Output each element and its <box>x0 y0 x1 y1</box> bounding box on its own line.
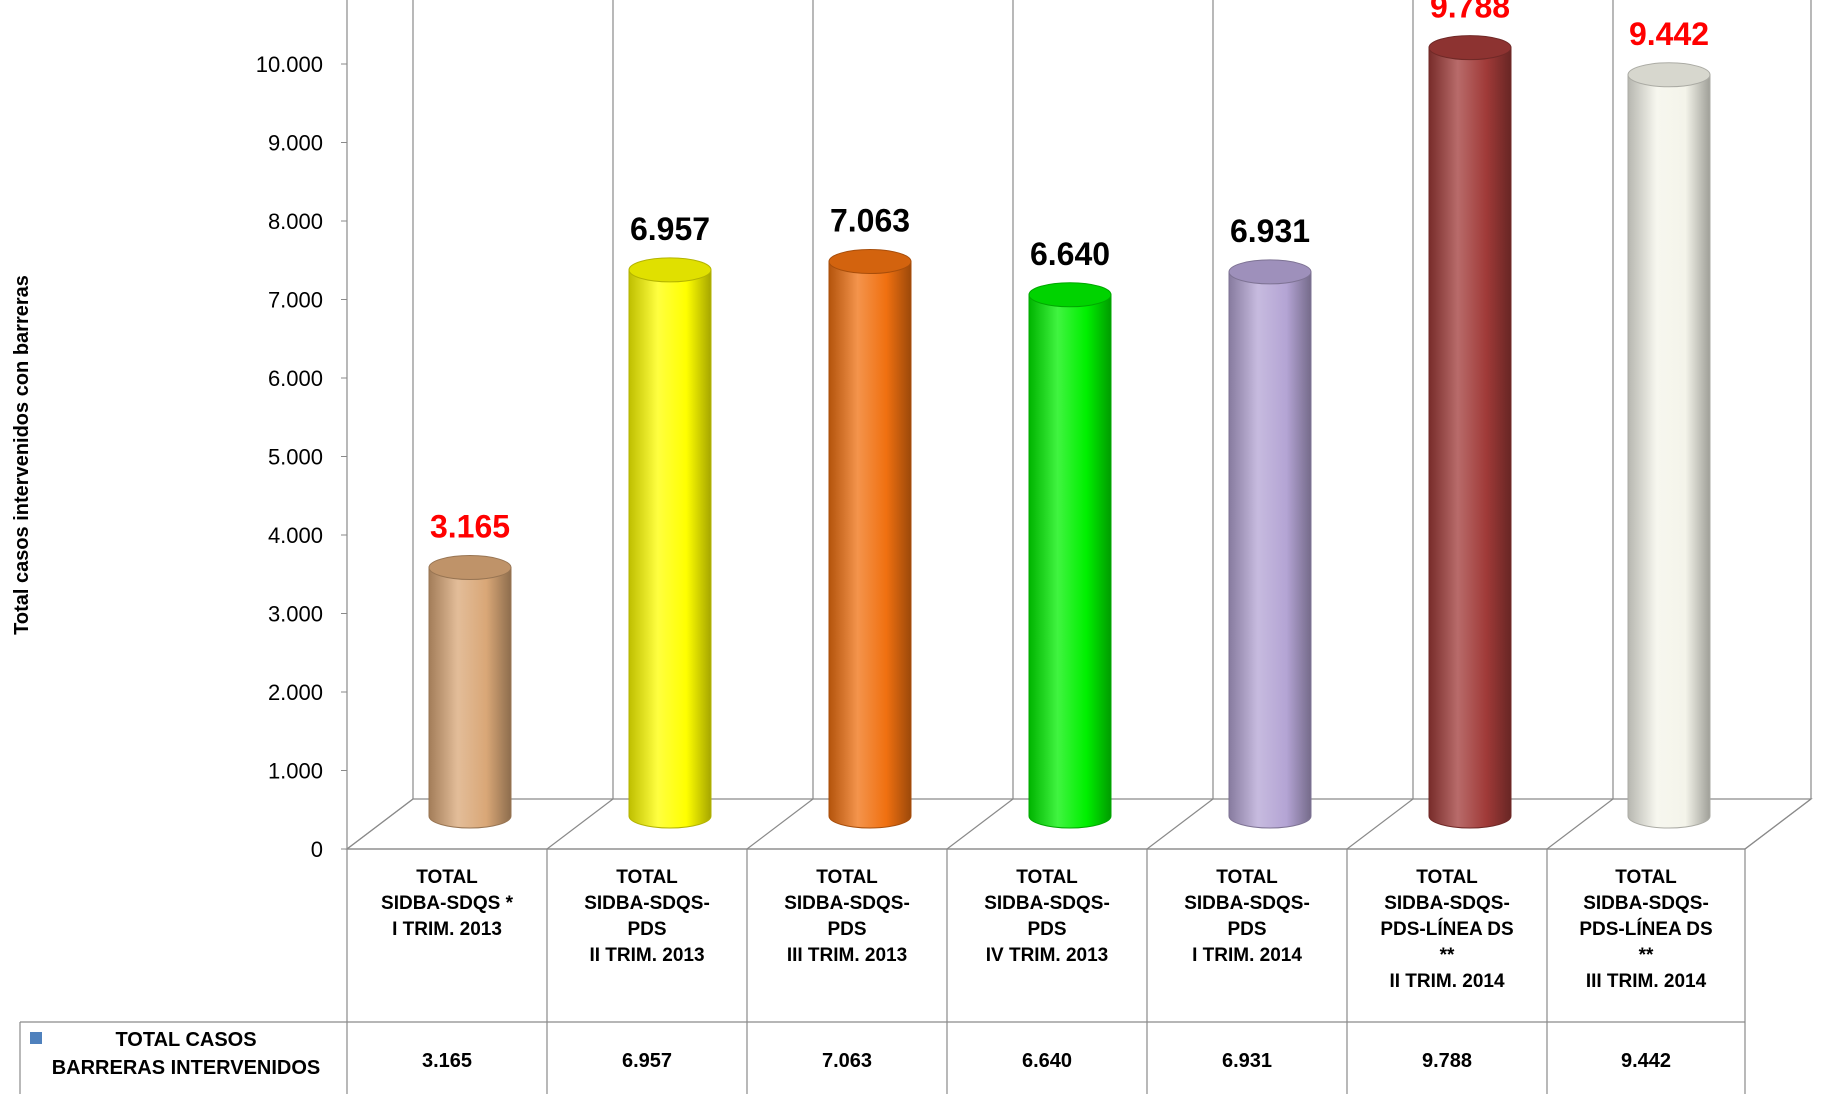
y-tick-label: 8.000 <box>268 209 323 234</box>
bar-top <box>628 257 712 283</box>
table-value: 6.957 <box>622 1050 672 1072</box>
data-label: 3.165 <box>430 509 510 545</box>
bars <box>428 35 1711 829</box>
y-tick-label: 4.000 <box>268 523 323 548</box>
bar-body <box>1228 271 1312 829</box>
data-label: 9.788 <box>1430 0 1510 25</box>
data-labels: 3.165 6.957 7.063 6.640 6.931 9.788 9.442 <box>430 0 1709 545</box>
floor-divider <box>746 798 814 850</box>
bar-body <box>1428 47 1512 829</box>
floor-divider <box>946 798 1014 850</box>
table-value: 9.442 <box>1621 1050 1671 1072</box>
table-value: 7.063 <box>822 1050 872 1072</box>
bar-body <box>428 567 512 829</box>
bar <box>1028 282 1112 829</box>
x-tick-label: TOTAL SIDBA-SDQS-PDS III TRIM. 2013 <box>784 867 910 966</box>
y-tick-label: 3.000 <box>268 602 323 627</box>
x-tick-label: TOTAL SIDBA-SDQS-PDS I TRIM. 2014 <box>1184 867 1310 966</box>
bar <box>428 555 512 829</box>
data-label: 7.063 <box>830 203 910 239</box>
data-label: 6.957 <box>630 211 710 247</box>
floor-divider <box>1546 798 1614 850</box>
bar-body <box>1627 74 1711 829</box>
table-value: 9.788 <box>1422 1050 1472 1072</box>
floor-divider <box>1346 798 1414 850</box>
y-axis-label: Total casos intervenidos con barreras <box>11 275 33 635</box>
bar-body <box>628 269 712 829</box>
table-value: 3.165 <box>422 1050 472 1072</box>
y-tick-label: 6.000 <box>268 366 323 391</box>
data-label: 6.640 <box>1030 236 1110 272</box>
table-value: 6.640 <box>1022 1050 1072 1072</box>
bar-top <box>428 555 512 581</box>
bar <box>1627 62 1711 829</box>
bar-top <box>1428 35 1512 61</box>
chart-walls <box>345 0 1813 850</box>
data-label: 6.931 <box>1230 213 1310 249</box>
legend-label: TOTAL CASOS BARRERAS INTERVENIDOS <box>52 1029 321 1079</box>
x-tick-label: TOTAL SIDBA-SDQS-PDS-LÍNEA DS ** II TRIM. 2… <box>1380 867 1513 992</box>
floor-divider <box>546 798 614 850</box>
y-tick-label: 9.000 <box>268 131 323 156</box>
bar <box>828 249 912 829</box>
x-tick-label: TOTAL SIDBA-SDQS * I TRIM. 2013 <box>381 867 514 940</box>
y-tick-label: 7.000 <box>268 288 323 313</box>
y-tick-label: 10.000 <box>256 52 323 77</box>
data-label: 9.442 <box>1629 16 1709 52</box>
y-axis-ticks: 0 1.000 2.000 3.000 4.000 5.000 6.000 7.000 8.00… <box>256 52 347 862</box>
y-tick-label: 1.000 <box>268 759 323 784</box>
x-tick-label: TOTAL SIDBA-SDQS-PDS IV TRIM. 2013 <box>984 867 1110 966</box>
floor-divider <box>346 798 414 850</box>
y-tick-label: 5.000 <box>268 445 323 470</box>
bar-body <box>1028 294 1112 829</box>
x-tick-label: TOTAL SIDBA-SDQS-PDS II TRIM. 2013 <box>584 867 710 966</box>
bar <box>628 257 712 829</box>
bar-top <box>1228 259 1312 285</box>
bar <box>1428 35 1512 829</box>
bar-top <box>828 249 912 275</box>
floor-divider <box>1146 798 1214 850</box>
legend-marker <box>30 1032 42 1044</box>
bar-top <box>1627 62 1711 88</box>
data-table: TOTAL SIDBA-SDQS * I TRIM. 2013 TOTAL SIDBA-… <box>19 848 1746 1094</box>
y-tick-label: 2.000 <box>268 680 323 705</box>
floor-divider <box>1744 798 1812 850</box>
bar <box>1228 259 1312 829</box>
table-value: 6.931 <box>1222 1050 1272 1072</box>
bar-top <box>1028 282 1112 308</box>
y-tick-label: 0 <box>311 837 323 862</box>
bar-body <box>828 261 912 829</box>
x-tick-label: TOTAL SIDBA-SDQS-PDS-LÍNEA DS ** III TRIM. … <box>1579 867 1712 992</box>
